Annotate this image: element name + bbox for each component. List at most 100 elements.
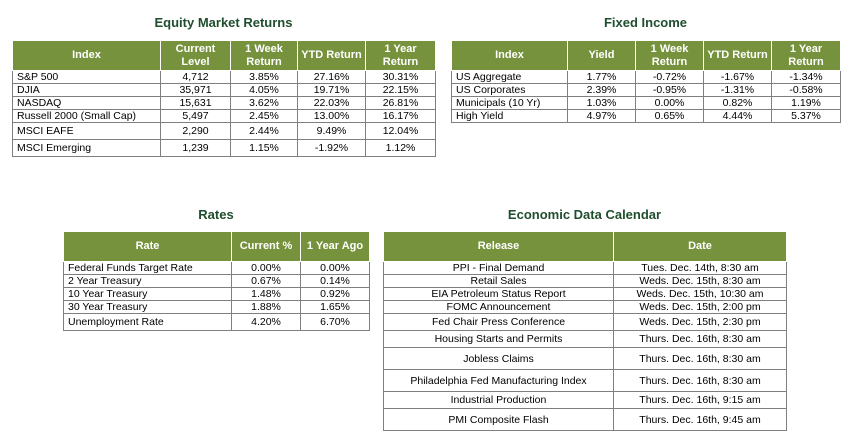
fixed-income-row: US Corporates 2.39% -0.95% -1.31% -0.58% — [451, 83, 841, 97]
value-cell: -1.34% — [771, 70, 841, 84]
rates-header-row: Rate Current % 1 Year Ago — [63, 231, 370, 262]
row-label-cell: DJIA — [12, 83, 161, 97]
row-label-cell: High Yield — [451, 109, 568, 123]
calendar-row: Retail Sales Weds. Dec. 15th, 8:30 am — [383, 274, 787, 288]
row-label-cell: EIA Petroleum Status Report — [383, 287, 614, 301]
rates-col-1year-ago: 1 Year Ago — [300, 231, 370, 262]
value-cell: -0.72% — [635, 70, 704, 84]
row-label-cell: 2 Year Treasury — [63, 274, 232, 288]
calendar-row: PPI - Final Demand Tues. Dec. 14th, 8:30 … — [383, 261, 787, 275]
value-cell: Weds. Dec. 15th, 8:30 am — [613, 274, 787, 288]
value-cell: -1.67% — [703, 70, 772, 84]
value-cell: 2.45% — [230, 109, 298, 123]
value-cell: -1.92% — [297, 139, 366, 157]
calendar-header-row: Release Date — [383, 231, 787, 262]
equity-col-ytd: YTD Return — [297, 40, 366, 71]
value-cell: 1.77% — [567, 70, 636, 84]
calendar-row: FOMC Announcement Weds. Dec. 15th, 2:00 p… — [383, 300, 787, 314]
equity-row: NASDAQ 15,631 3.62% 22.03% 26.81% — [12, 96, 436, 110]
value-cell: 2.44% — [230, 122, 298, 140]
row-label-cell: Fed Chair Press Conference — [383, 313, 614, 331]
equity-col-current-level: Current Level — [160, 40, 231, 71]
row-label-cell: S&P 500 — [12, 70, 161, 84]
row-label-cell: Industrial Production — [383, 391, 614, 409]
value-cell: 0.67% — [231, 274, 301, 288]
value-cell: 3.85% — [230, 70, 298, 84]
value-cell: -0.95% — [635, 83, 704, 97]
value-cell: 6.70% — [300, 313, 370, 331]
fixed-income-title: Fixed Income — [603, 15, 688, 30]
value-cell: 1.88% — [231, 300, 301, 314]
value-cell: 22.03% — [297, 96, 366, 110]
row-label-cell: 10 Year Treasury — [63, 287, 232, 301]
value-cell: Thurs. Dec. 16th, 8:30 am — [613, 369, 787, 392]
equity-row: S&P 500 4,712 3.85% 27.16% 30.31% — [12, 70, 436, 84]
fixed-income-header-row: Index Yield 1 Week Return YTD Return 1 Y… — [451, 40, 841, 71]
value-cell: 9.49% — [297, 122, 366, 140]
value-cell: 15,631 — [160, 96, 231, 110]
value-cell: 1.48% — [231, 287, 301, 301]
calendar-table: Release Date PPI - Final Demand Tues. Dec… — [383, 231, 787, 431]
calendar-row: Industrial Production Thurs. Dec. 16th, 9… — [383, 391, 787, 409]
value-cell: 3.62% — [230, 96, 298, 110]
value-cell: Thurs. Dec. 16th, 9:15 am — [613, 391, 787, 409]
value-cell: 4.20% — [231, 313, 301, 331]
value-cell: 19.71% — [297, 83, 366, 97]
value-cell: 0.82% — [703, 96, 772, 110]
row-label-cell: Housing Starts and Permits — [383, 330, 614, 348]
value-cell: 5,497 — [160, 109, 231, 123]
equity-col-1week: 1 Week Return — [230, 40, 298, 71]
fi-col-index: Index — [451, 40, 568, 71]
equity-table: Index Current Level 1 Week Return YTD Re… — [12, 40, 436, 157]
value-cell: 1.15% — [230, 139, 298, 157]
row-label-cell: NASDAQ — [12, 96, 161, 110]
fi-col-yield: Yield — [567, 40, 636, 71]
row-label-cell: Philadelphia Fed Manufacturing Index — [383, 369, 614, 392]
row-label-cell: 30 Year Treasury — [63, 300, 232, 314]
value-cell: 1.12% — [365, 139, 436, 157]
rates-table: Rate Current % 1 Year Ago Federal Funds … — [63, 231, 370, 331]
value-cell: 0.92% — [300, 287, 370, 301]
row-label-cell: Municipals (10 Yr) — [451, 96, 568, 110]
fixed-income-table: Index Yield 1 Week Return YTD Return 1 Y… — [451, 40, 841, 123]
calendar-title: Economic Data Calendar — [507, 207, 662, 222]
value-cell: Weds. Dec. 15th, 2:00 pm — [613, 300, 787, 314]
row-label-cell: Retail Sales — [383, 274, 614, 288]
value-cell: Weds. Dec. 15th, 10:30 am — [613, 287, 787, 301]
rates-row: 30 Year Treasury 1.88% 1.65% — [63, 300, 370, 314]
value-cell: 0.00% — [635, 96, 704, 110]
value-cell: 1,239 — [160, 139, 231, 157]
value-cell: Thurs. Dec. 16th, 8:30 am — [613, 347, 787, 370]
value-cell: 30.31% — [365, 70, 436, 84]
fixed-income-row: US Aggregate 1.77% -0.72% -1.67% -1.34% — [451, 70, 841, 84]
row-label-cell: FOMC Announcement — [383, 300, 614, 314]
value-cell: 2,290 — [160, 122, 231, 140]
value-cell: 4,712 — [160, 70, 231, 84]
equity-header-row: Index Current Level 1 Week Return YTD Re… — [12, 40, 436, 71]
value-cell: 0.00% — [300, 261, 370, 275]
value-cell: 0.65% — [635, 109, 704, 123]
value-cell: -1.31% — [703, 83, 772, 97]
rates-row: 10 Year Treasury 1.48% 0.92% — [63, 287, 370, 301]
value-cell: Weds. Dec. 15th, 2:30 pm — [613, 313, 787, 331]
rates-col-rate: Rate — [63, 231, 232, 262]
calendar-col-date: Date — [613, 231, 787, 262]
value-cell: 5.37% — [771, 109, 841, 123]
value-cell: 4.97% — [567, 109, 636, 123]
value-cell: 1.03% — [567, 96, 636, 110]
value-cell: 27.16% — [297, 70, 366, 84]
value-cell: 35,971 — [160, 83, 231, 97]
fi-col-1year: 1 Year Return — [771, 40, 841, 71]
row-label-cell: Federal Funds Target Rate — [63, 261, 232, 275]
value-cell: 16.17% — [365, 109, 436, 123]
equity-col-1year: 1 Year Return — [365, 40, 436, 71]
calendar-row: Fed Chair Press Conference Weds. Dec. 15t… — [383, 313, 787, 331]
rates-title: Rates — [198, 207, 234, 222]
row-label-cell: PPI - Final Demand — [383, 261, 614, 275]
row-label-cell: US Corporates — [451, 83, 568, 97]
rates-row: Unemployment Rate 4.20% 6.70% — [63, 313, 370, 331]
value-cell: 4.05% — [230, 83, 298, 97]
value-cell: 0.00% — [231, 261, 301, 275]
value-cell: 13.00% — [297, 109, 366, 123]
value-cell: 0.14% — [300, 274, 370, 288]
